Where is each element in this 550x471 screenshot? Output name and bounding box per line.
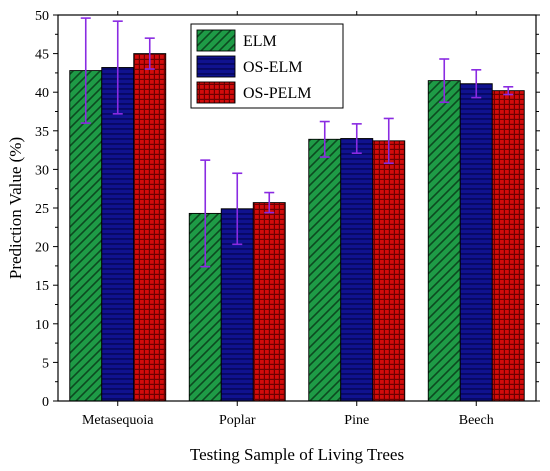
x-axis-title: Testing Sample of Living Trees — [190, 445, 404, 464]
legend-swatch — [196, 81, 236, 104]
bar-os-elm-pine — [340, 138, 374, 402]
y-tick-label: 45 — [35, 48, 49, 63]
legend-swatch — [196, 55, 236, 78]
legend-swatch — [196, 29, 236, 52]
y-tick-label: 0 — [42, 395, 49, 410]
bar-os-pelm-poplar — [252, 202, 286, 402]
x-tick-label: Pine — [344, 413, 369, 428]
y-axis-title: Prediction Value (%) — [6, 137, 25, 279]
bar-os-pelm-metasequoia — [133, 53, 167, 402]
legend-label: OS-PELM — [243, 85, 311, 102]
y-tick-label: 15 — [35, 279, 49, 294]
y-tick-label: 35 — [35, 125, 49, 140]
y-tick-label: 40 — [35, 86, 49, 101]
bar-os-pelm-beech — [491, 90, 525, 402]
x-tick-label: Beech — [459, 413, 494, 428]
bar-elm-beech — [427, 80, 461, 402]
legend-label: ELM — [243, 33, 277, 50]
bar-os-elm-metasequoia — [101, 67, 135, 402]
legend-label: OS-ELM — [243, 59, 303, 76]
y-tick-label: 20 — [35, 241, 49, 256]
bar-os-elm-beech — [459, 83, 493, 402]
bar-os-pelm-pine — [372, 140, 406, 402]
y-tick-label: 5 — [42, 356, 49, 371]
y-tick-label: 10 — [35, 318, 49, 333]
bar-elm-metasequoia — [69, 70, 103, 402]
y-tick-label: 25 — [35, 202, 49, 217]
y-tick-label: 50 — [35, 9, 49, 24]
y-tick-label: 30 — [35, 163, 49, 178]
bar-elm-pine — [308, 138, 342, 402]
x-tick-label: Poplar — [219, 413, 256, 428]
x-tick-label: Metasequoia — [82, 413, 154, 428]
